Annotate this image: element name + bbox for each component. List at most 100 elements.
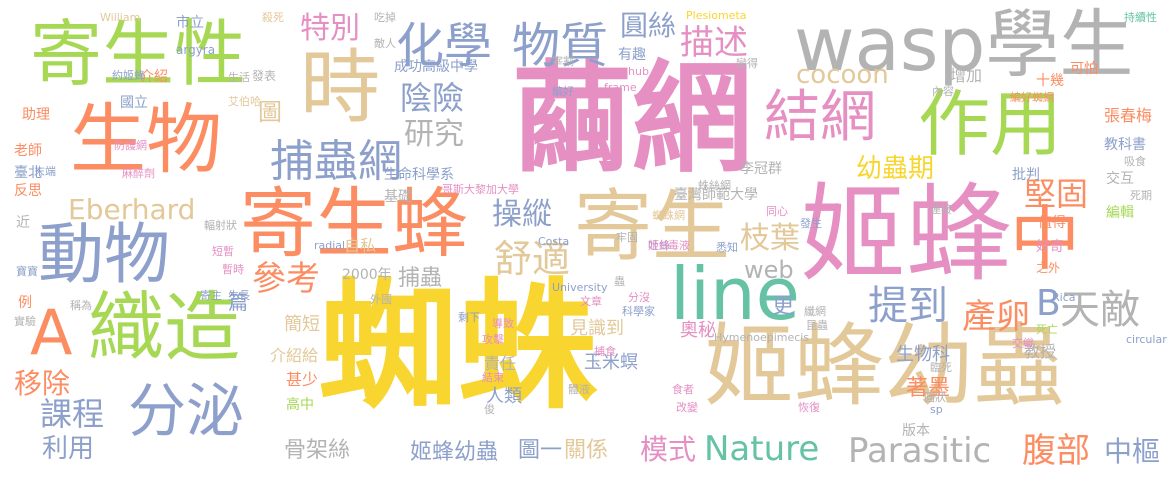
word-end: 結束 — [482, 371, 504, 384]
word-parasite: 寄生 — [574, 182, 731, 272]
word-temporary: 暫時 — [222, 263, 244, 276]
word-body-fluid: 體液 — [568, 383, 590, 396]
word-scary: 可怕 — [1070, 61, 1098, 77]
word-criticize: 批判 — [1012, 167, 1040, 183]
word-national: 國立 — [120, 95, 148, 111]
word-experiment: 實驗 — [14, 315, 36, 328]
word-foundation: 基礎 — [384, 189, 412, 205]
word-eberhard: Eberhard — [68, 193, 196, 226]
word-short: 短暫 — [212, 245, 234, 258]
word-radial-zh: 輻射狀 — [204, 219, 237, 232]
word-radial: radial — [314, 239, 346, 252]
word-more: 更 — [772, 294, 795, 319]
word-secrete: 分泌 — [128, 377, 245, 445]
word-chemistry: 化學 — [396, 18, 493, 74]
word-grow: 生長 — [228, 289, 250, 302]
word-natural-enemy: 天敵 — [1060, 287, 1140, 333]
word-hymenoepimecis: Hymenoepimecis — [714, 331, 810, 344]
word-larval-stage: 幼蟲期 — [856, 154, 935, 184]
word-figure-one: 圖一 — [518, 438, 563, 463]
word-fine-web: 俊 — [484, 403, 495, 416]
word-middle: 中 — [1010, 198, 1080, 280]
word-life: 生活 — [228, 71, 250, 84]
word-sturdy: 堅固 — [1024, 175, 1089, 213]
word-sp: sp — [930, 403, 943, 416]
word-life-science: 生命科學系 — [384, 167, 454, 183]
word-article: 篇 — [228, 290, 248, 314]
word-shield-web: 末端 — [34, 165, 56, 178]
word-eberhard-zh: 艾伯哈 — [228, 95, 261, 108]
word-silk-web: 吐絲 — [648, 239, 670, 252]
word-text: 文章 — [580, 295, 602, 308]
word-cocoon: cocoon — [796, 60, 889, 90]
word-edit: 編輯 — [1106, 205, 1134, 221]
word-become: 變得 — [736, 57, 758, 70]
word-introduce-to: 介紹給 — [270, 346, 319, 365]
word-cause: 攻擊 — [482, 333, 504, 346]
word-kill: 殺死 — [262, 11, 284, 24]
word-anesthetic: 防護網 — [114, 139, 147, 152]
word-zhang: 張春梅 — [1104, 106, 1153, 125]
word-suck: 吸食 — [1124, 155, 1146, 168]
word-hub: hub — [628, 65, 649, 78]
word-aware: 毒液 — [668, 239, 690, 252]
word-university: University — [552, 281, 608, 294]
word-publish: 發表 — [252, 69, 277, 83]
word-ucr: 哥斯大黎加大學 — [442, 183, 519, 196]
word-utilize: 利用 — [42, 434, 95, 464]
word-wasp-larva: 姬蜂幼蟲 — [410, 440, 499, 465]
word-solid: 編好 — [552, 85, 574, 98]
word-insect: 纖網 — [804, 305, 826, 318]
word-course: 課程 — [40, 395, 105, 433]
word-slaughter: 宰割 — [552, 55, 574, 68]
word-web: web — [744, 256, 794, 284]
word-corn-borer: 玉米螟 — [584, 352, 638, 373]
word-sinister: 陰險 — [400, 79, 465, 117]
word-abdomen: 腹部 — [1022, 431, 1090, 471]
word-capture: 捕蟲 — [398, 266, 443, 291]
word-weave: 織造 — [88, 283, 240, 372]
word-yue-wasp: 約姬蜂 — [112, 69, 145, 82]
word-attack: 蛛絲網 — [698, 179, 731, 192]
word-circular: circular — [1126, 333, 1167, 346]
word-effect: 作用 — [918, 82, 1063, 166]
word-nature: Nature — [704, 429, 820, 469]
word-spin-silk: 麻醉劑 — [122, 167, 155, 180]
word-web-building: 結網 — [764, 85, 876, 150]
word-dying: 臨死 — [930, 361, 952, 374]
word-curious: 好奇 — [1036, 239, 1064, 255]
word-central: 中樞 — [1104, 435, 1161, 468]
word-foliage: 枝葉 — [740, 221, 800, 256]
word-ichneumon-larva: 姬蜂幼蟲 — [704, 314, 1064, 419]
word-assistant: 助理 — [22, 107, 50, 123]
word-connect: 連接 — [930, 203, 952, 216]
word-describe: 描述 — [680, 23, 748, 63]
word-teacher: 老師 — [14, 143, 42, 159]
word-version: 版本 — [902, 423, 930, 439]
word-special: 特別 — [300, 11, 360, 46]
word-content: 內容 — [932, 85, 954, 98]
word-ntnu: 臺灣師範大學 — [674, 187, 758, 203]
word-cocoon-web: 繭網 — [512, 50, 752, 189]
word-pattern: 模式 — [640, 433, 697, 466]
word-costa: Costa — [538, 235, 570, 248]
word-jun: 導致 — [492, 317, 514, 330]
word-frame-silk: 骨架絲 — [284, 438, 351, 463]
word-scientist: 科學家 — [622, 305, 655, 318]
word-textbook: 教科書 — [1104, 137, 1146, 153]
word-eater: 食者 — [672, 383, 694, 396]
word-figure: 圖 — [258, 98, 282, 126]
word-interweave: 交織 — [1012, 337, 1034, 350]
word-capture-web: 捕蟲網 — [270, 136, 402, 187]
word-interesting: 有趣 — [618, 47, 646, 63]
word-high-school: 高中 — [286, 397, 314, 413]
word-biology-dept: 生物科 — [896, 344, 950, 365]
word-organism: 生物 — [70, 95, 222, 184]
word-a: A — [30, 296, 73, 369]
word-increase: 增加 — [950, 66, 983, 85]
word-b: B — [1036, 283, 1061, 324]
word-woven: 昆蟲 — [806, 319, 828, 332]
word-reflect: 反思 — [14, 183, 42, 199]
word-argyra: argyra — [176, 43, 216, 57]
